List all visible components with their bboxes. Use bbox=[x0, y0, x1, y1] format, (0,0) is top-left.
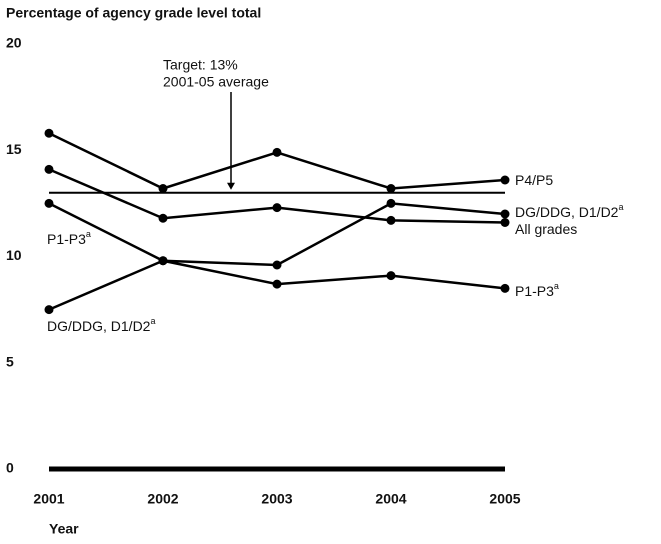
series-name: DG/DDG, D1/D2 bbox=[47, 318, 151, 334]
x-tick-label: 2001 bbox=[33, 491, 64, 507]
data-point bbox=[500, 175, 510, 185]
data-point bbox=[386, 271, 396, 281]
y-tick-label: 5 bbox=[6, 353, 14, 369]
series-name: P4/P5 bbox=[515, 172, 553, 188]
series-label: P1-P3a bbox=[47, 229, 91, 246]
data-point bbox=[272, 279, 282, 289]
data-point bbox=[158, 213, 168, 223]
x-tick-label: 2005 bbox=[489, 491, 520, 507]
data-point bbox=[386, 215, 396, 225]
data-point bbox=[44, 164, 54, 174]
series-name: DG/DDG, D1/D2 bbox=[515, 204, 619, 220]
x-tick-label: 2003 bbox=[261, 491, 292, 507]
series-line bbox=[48, 202, 506, 311]
data-point bbox=[272, 260, 282, 270]
data-point bbox=[44, 198, 54, 208]
data-point bbox=[44, 305, 54, 315]
data-point bbox=[386, 198, 396, 208]
data-point bbox=[158, 256, 168, 266]
series-name: All grades bbox=[515, 221, 577, 237]
series-name: P1-P3 bbox=[515, 283, 554, 299]
y-tick-label: 10 bbox=[6, 247, 22, 263]
series-name: P1-P3 bbox=[47, 231, 86, 247]
data-point bbox=[272, 203, 282, 213]
data-point bbox=[44, 128, 54, 138]
footnote-marker: a bbox=[554, 281, 559, 291]
y-tick-label: 20 bbox=[6, 35, 22, 51]
target-arrowhead bbox=[227, 182, 235, 190]
series-line bbox=[48, 168, 506, 224]
y-tick-label: 15 bbox=[6, 141, 22, 157]
data-point bbox=[158, 184, 168, 193]
data-point bbox=[500, 218, 510, 227]
data-point bbox=[500, 209, 510, 219]
data-point bbox=[386, 184, 396, 193]
footnote-marker: a bbox=[86, 229, 91, 239]
series-label: DG/DDG, D1/D2a bbox=[515, 202, 623, 219]
y-tick-label: 0 bbox=[6, 460, 14, 476]
series-label: All grades bbox=[515, 221, 577, 237]
x-tick-label: 2004 bbox=[375, 491, 406, 507]
series-label: P4/P5 bbox=[515, 172, 553, 188]
target-label: 2001-05 average bbox=[163, 74, 269, 90]
x-axis-label: Year bbox=[49, 521, 79, 537]
target-label: Target: 13% bbox=[163, 57, 238, 73]
data-point bbox=[272, 147, 282, 157]
y-axis-label: Percentage of agency grade level total bbox=[6, 5, 261, 21]
series-line bbox=[48, 202, 506, 290]
series-label: DG/DDG, D1/D2a bbox=[47, 316, 155, 333]
footnote-marker: a bbox=[150, 316, 155, 326]
x-tick-label: 2002 bbox=[147, 491, 178, 507]
series-label: P1-P3a bbox=[515, 281, 559, 298]
footnote-marker: a bbox=[618, 202, 623, 212]
data-point bbox=[500, 283, 510, 293]
series-line bbox=[48, 132, 506, 190]
